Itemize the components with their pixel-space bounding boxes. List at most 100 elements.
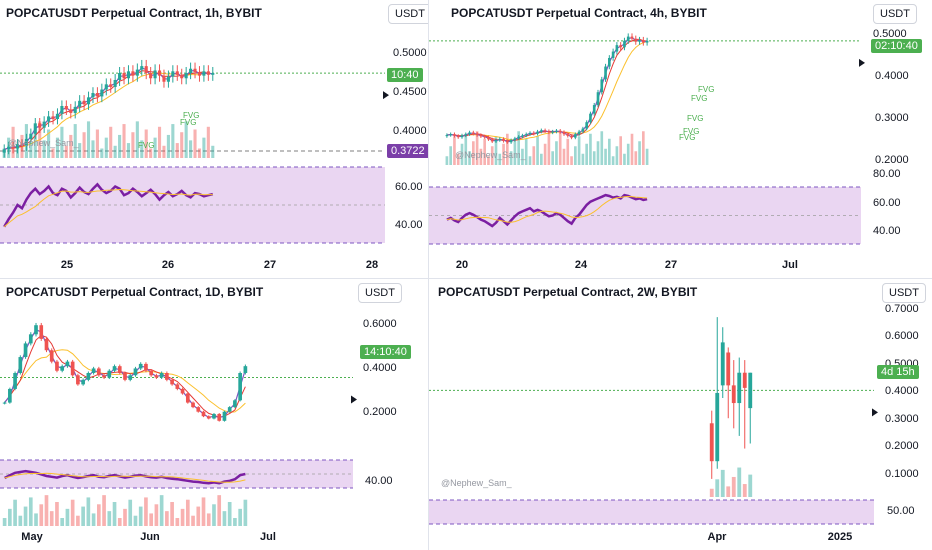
volume-bar (81, 506, 85, 526)
volume-bar (140, 140, 144, 158)
volume-bar (217, 495, 222, 526)
volume-bar (566, 138, 570, 165)
volume-bar (238, 508, 242, 526)
currency-button[interactable]: USDT (873, 4, 917, 24)
candle-body (483, 136, 486, 138)
chart-panel-2w[interactable]: POPCATUSDT Perpetual Contract, 2W, BYBIT… (429, 279, 932, 550)
volume-bar (585, 143, 588, 165)
candle-body (117, 366, 122, 373)
volume-bar (60, 126, 64, 158)
watermark: @Nephew_Sam_ (8, 138, 79, 148)
candle-body (238, 373, 242, 401)
candle-body (715, 392, 720, 462)
volume-bar (159, 495, 164, 526)
price-tick: 0.6000 (363, 318, 397, 330)
currency-button[interactable]: USDT (882, 283, 926, 303)
rsi-line (4, 469, 246, 485)
currency-button[interactable]: USDT (388, 4, 428, 24)
candle-body (608, 57, 611, 67)
volume-bar (536, 136, 539, 165)
volume-bar (589, 133, 592, 165)
axis-marker-icon (383, 91, 389, 100)
candle-body (162, 75, 166, 82)
volume-bar (64, 145, 68, 158)
volume-bar (154, 504, 159, 526)
chart-panel-1d[interactable]: POPCATUSDT Perpetual Contract, 1D, BYBIT… (0, 279, 428, 550)
volume-bar (135, 121, 139, 158)
chart-canvas-2w[interactable] (429, 279, 932, 550)
price-tick: 0.4000 (363, 362, 397, 374)
candle-body (144, 66, 148, 74)
candle-body (524, 134, 528, 136)
volume-bar (118, 134, 122, 158)
candle-body (91, 93, 95, 98)
volume-bar (131, 132, 135, 158)
chart-panel-4h[interactable]: POPCATUSDT Perpetual Contract, 4h, BYBIT… (429, 0, 932, 278)
rsi-ma-line (3, 188, 213, 228)
volume-bar (731, 476, 736, 497)
volume-bar (509, 151, 513, 165)
candle-body (11, 146, 15, 149)
volume-bar (39, 504, 44, 526)
volume-bar (149, 148, 153, 158)
volume-bar (86, 121, 91, 158)
candle-body (157, 70, 162, 76)
rsi-line (446, 193, 648, 228)
chart-panel-1h[interactable]: POPCATUSDT Perpetual Contract, 1h, BYBIT… (0, 0, 428, 278)
currency-button[interactable]: USDT (358, 283, 402, 303)
candle-body (60, 366, 65, 371)
candle-body (731, 385, 736, 404)
candle-body (8, 388, 12, 403)
candle-body (604, 66, 607, 80)
volume-bar (642, 131, 645, 165)
volume-bar (487, 156, 490, 165)
candle-body (475, 133, 479, 136)
candle-body (517, 136, 520, 139)
volume-bar (726, 486, 731, 497)
volume-bar (170, 502, 174, 526)
candle-body (558, 130, 562, 133)
chart-canvas-1h[interactable] (0, 0, 428, 278)
volume-bar (49, 511, 54, 526)
candle-body (596, 92, 600, 106)
volume-bar (185, 499, 190, 526)
volume-bar (562, 148, 566, 165)
fvg-label: FVG (698, 85, 715, 94)
candle-body (600, 79, 604, 93)
volume-bar (76, 515, 80, 526)
candle-body (197, 72, 202, 76)
price-tick: 0.4500 (393, 86, 427, 98)
candle-body (460, 135, 464, 138)
fvg-label: FVG (138, 141, 155, 150)
price-tick: 0.5000 (393, 47, 427, 59)
price-tick: 0.3000 (875, 112, 909, 124)
candle-body (86, 373, 91, 380)
candle-body (726, 352, 731, 386)
volume-bar (133, 515, 138, 526)
volume-bar (720, 469, 725, 497)
chart-canvas-1d[interactable] (0, 279, 428, 550)
volume-bar (180, 508, 185, 526)
fvg-label: FVG (679, 133, 696, 142)
volume-bar (184, 121, 188, 158)
candle-body (540, 130, 543, 132)
candle-body (112, 366, 117, 371)
candle-body (206, 71, 210, 75)
price-tick: 0.7000 (885, 303, 919, 315)
fvg-label: FVG (683, 127, 700, 136)
volume-bar (100, 148, 104, 158)
candle-body (472, 132, 475, 134)
rsi-tick: 40.00 (873, 225, 901, 237)
rsi-tick: 60.00 (395, 181, 423, 193)
candle-body (70, 361, 75, 376)
volume-bar (479, 148, 483, 165)
rsi-tick: 40.00 (365, 475, 393, 487)
volume-bar (47, 129, 51, 158)
volume-bar (506, 133, 509, 165)
rsi-ma-line (446, 195, 648, 223)
chart-canvas-4h[interactable] (429, 0, 932, 278)
ma-slow-line (446, 41, 648, 141)
candle-body (227, 407, 232, 412)
volume-bar (619, 136, 622, 165)
candle-body (222, 411, 227, 421)
